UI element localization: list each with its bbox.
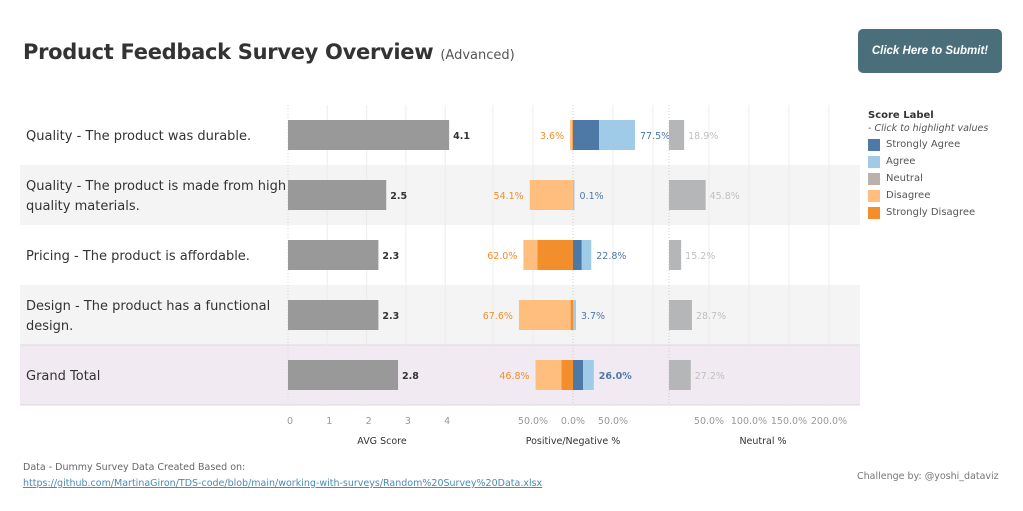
segment-strongly-disagree <box>572 120 573 150</box>
axis-tick-label: 50.0% <box>598 416 628 427</box>
axis-title-avg-score: AVG Score <box>357 436 407 447</box>
legend-title: Score Label <box>868 110 934 121</box>
title-subtitle: (Advanced) <box>440 48 515 63</box>
axis-tick-label: 50.0% <box>518 416 548 427</box>
neutral-bar <box>669 300 692 330</box>
legend-label: Strongly Agree <box>886 139 961 150</box>
legend-item-strongly-disagree[interactable]: Strongly Disagree <box>868 204 988 221</box>
swatch-neutral <box>868 172 880 185</box>
axis-tick-label: 50.0% <box>694 416 724 427</box>
row-band <box>20 165 860 225</box>
segment-disagree <box>570 120 573 150</box>
segment-agree <box>583 360 594 390</box>
neutral-label: 45.8% <box>710 191 740 202</box>
segment-strongly-agree <box>573 120 599 150</box>
legend-label: Neutral <box>886 173 923 184</box>
segment-agree <box>573 180 575 210</box>
avg-score-label: 2.3 <box>382 251 399 262</box>
segment-strongly-disagree <box>561 360 573 390</box>
avg-score-bar <box>288 360 399 390</box>
swatch-strongly-agree <box>868 138 880 151</box>
category-label: Quality - The product was durable. <box>26 129 251 144</box>
positive-total-label: 3.7% <box>581 311 605 322</box>
avg-score-bar <box>288 240 379 270</box>
segment-disagree <box>523 240 538 270</box>
segment-disagree <box>535 360 562 390</box>
category-label: Design - The product has a functional <box>26 299 270 314</box>
segment-agree <box>573 300 576 330</box>
axis-tick-label: 3 <box>405 416 411 427</box>
legend-label: Strongly Disagree <box>886 207 976 218</box>
data-source-note: Data - Dummy Survey Data Created Based o… <box>23 462 246 473</box>
legend-item-strongly-agree[interactable]: Strongly Agree <box>868 136 988 153</box>
axis-tick-label: 1 <box>326 416 332 427</box>
avg-score-bar <box>288 120 450 150</box>
negative-total-label: 54.1% <box>494 191 524 202</box>
axis-title-positive-negative: Positive/Negative % <box>526 436 621 447</box>
legend-item-neutral[interactable]: Neutral <box>868 170 988 187</box>
negative-total-label: 46.8% <box>499 371 529 382</box>
negative-total-label: 3.6% <box>540 131 564 142</box>
segment-agree <box>581 240 592 270</box>
segment-disagree <box>518 300 571 330</box>
page-title: Product Feedback Survey Overview (Advanc… <box>23 40 515 64</box>
legend: Score Label - Click to highlight values … <box>868 110 988 221</box>
neutral-label: 28.7% <box>696 311 726 322</box>
segment-disagree <box>529 180 573 210</box>
category-label: quality materials. <box>26 199 140 214</box>
swatch-disagree <box>868 189 880 202</box>
category-label: Pricing - The product is affordable. <box>26 249 250 264</box>
neutral-bar <box>669 240 682 270</box>
avg-score-label: 4.1 <box>453 131 470 142</box>
segment-strongly-disagree <box>570 300 573 330</box>
positive-total-label: 77.5% <box>640 131 670 142</box>
segment-strongly-agree <box>573 240 582 270</box>
avg-score-bar <box>288 180 387 210</box>
swatch-agree <box>868 155 880 168</box>
neutral-label: 27.2% <box>695 371 725 382</box>
category-label: design. <box>26 319 73 334</box>
axis-tick-label: 2 <box>366 416 372 427</box>
neutral-bar <box>669 180 706 210</box>
segment-agree <box>599 120 635 150</box>
neutral-bar <box>669 360 691 390</box>
title-text: Product Feedback Survey Overview <box>23 40 434 64</box>
negative-total-label: 67.6% <box>483 311 513 322</box>
legend-item-agree[interactable]: Agree <box>868 153 988 170</box>
category-label: Grand Total <box>26 369 100 384</box>
axis-tick-label: 150.0% <box>771 416 807 427</box>
axis-tick-label: 4 <box>444 416 450 427</box>
row-band <box>20 345 860 405</box>
neutral-label: 15.2% <box>685 251 715 262</box>
legend-label: Disagree <box>886 190 931 201</box>
legend-hint: - Click to highlight values <box>868 123 989 134</box>
swatch-strongly-disagree <box>868 206 880 219</box>
row-band <box>20 285 860 345</box>
neutral-label: 18.9% <box>688 131 718 142</box>
avg-score-label: 2.8 <box>402 371 419 382</box>
positive-total-label: 22.8% <box>596 251 626 262</box>
positive-total-label: 0.1% <box>580 191 604 202</box>
negative-total-label: 62.0% <box>487 251 517 262</box>
avg-score-bar <box>288 300 379 330</box>
avg-score-label: 2.5 <box>390 191 407 202</box>
submit-button[interactable]: Click Here to Submit! <box>858 29 1002 73</box>
category-label: Quality - The product is made from high <box>26 179 286 194</box>
segment-strongly-agree <box>573 360 583 390</box>
axis-title-neutral: Neutral % <box>739 436 786 447</box>
axis-tick-label: 0.0% <box>561 416 585 427</box>
axis-tick-label: 0 <box>287 416 293 427</box>
data-source-link[interactable]: https://github.com/MartinaGiron/TDS-code… <box>23 478 543 489</box>
neutral-bar <box>669 120 685 150</box>
legend-label: Agree <box>886 156 916 167</box>
legend-item-disagree[interactable]: Disagree <box>868 187 988 204</box>
challenge-credit: Challenge by: @yoshi_dataviz <box>857 471 999 482</box>
positive-total-label: 26.0% <box>599 371 632 382</box>
axis-tick-label: 100.0% <box>731 416 767 427</box>
axis-tick-label: 200.0% <box>811 416 847 427</box>
segment-strongly-disagree <box>537 240 573 270</box>
avg-score-label: 2.3 <box>382 311 399 322</box>
